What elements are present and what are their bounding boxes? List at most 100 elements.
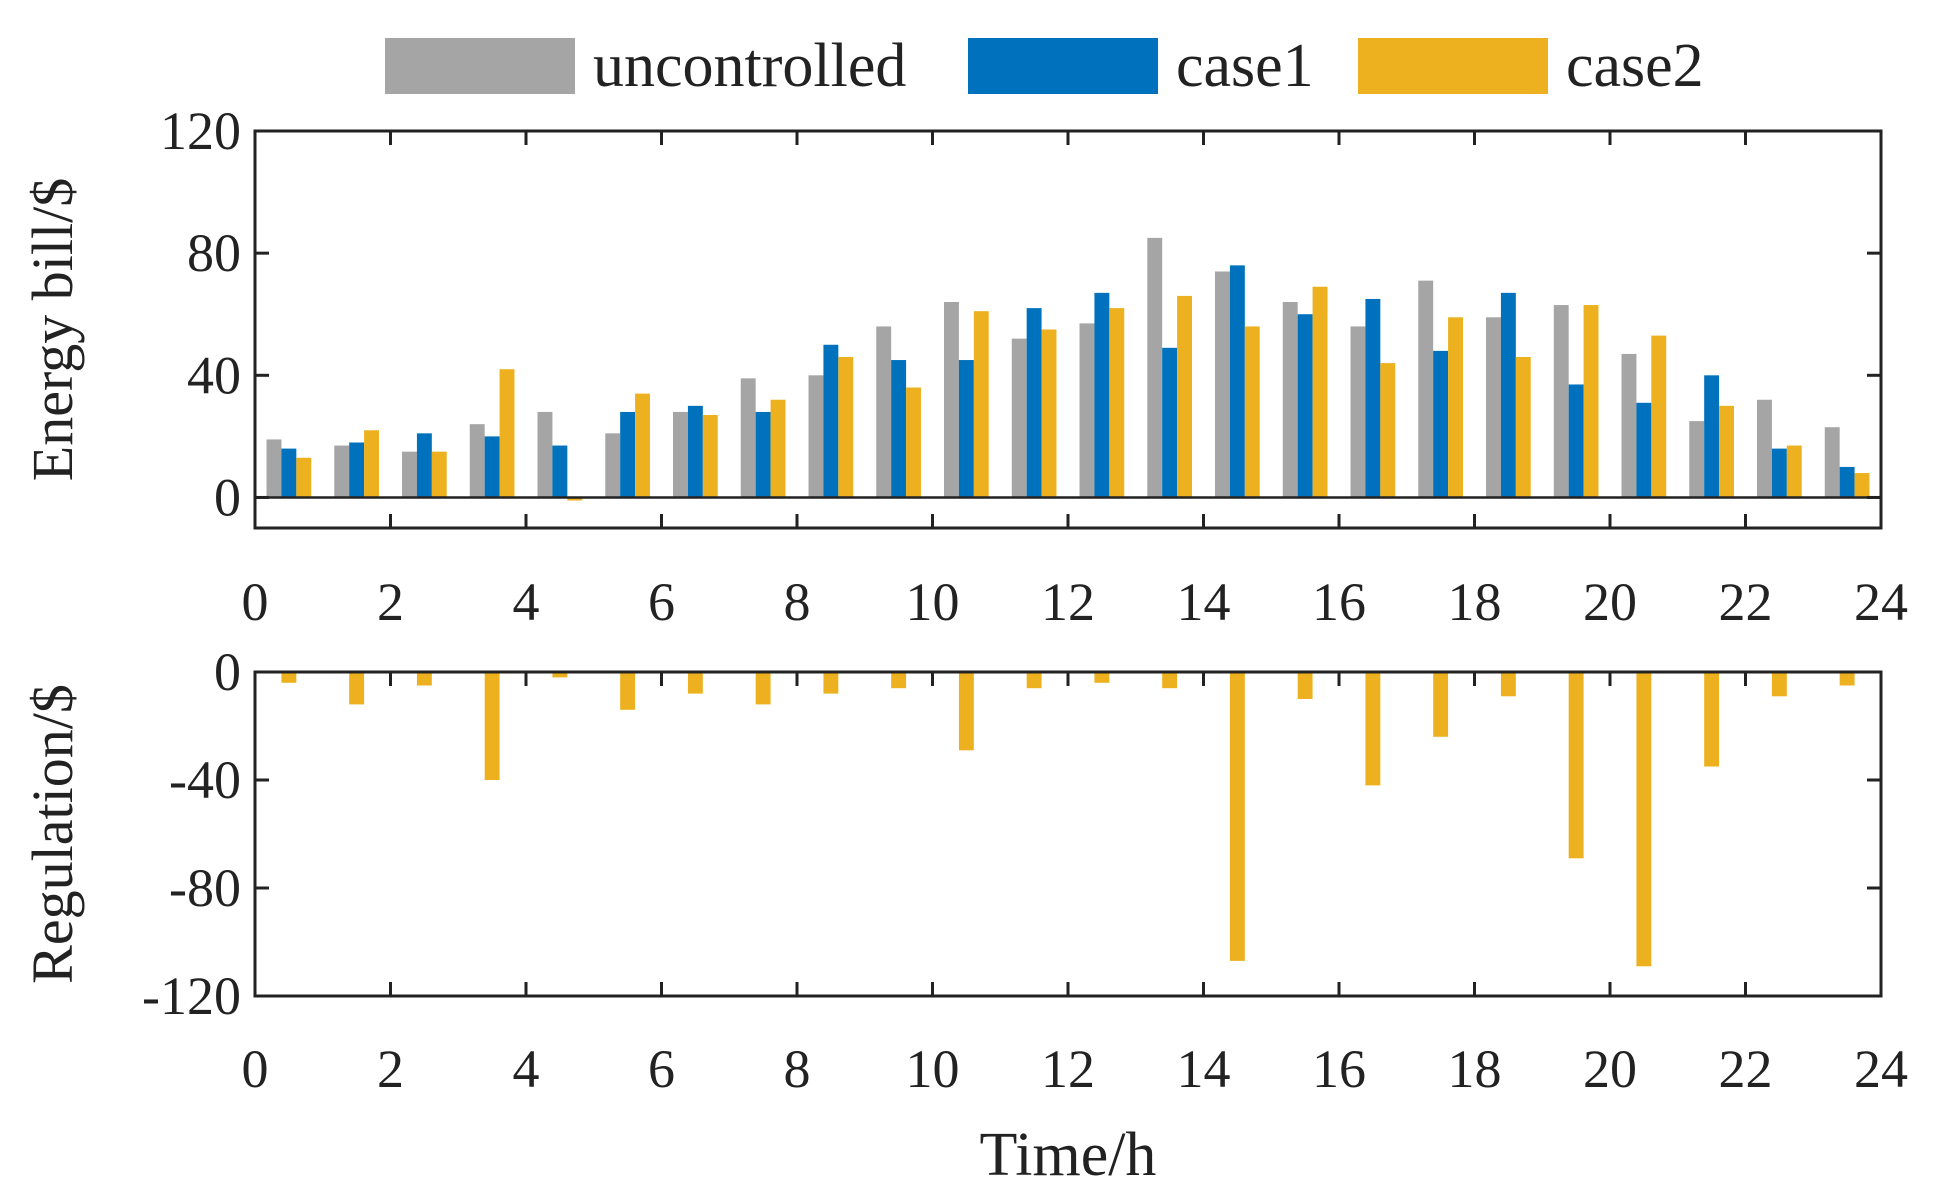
x-tick-label: 14 (1177, 1039, 1231, 1099)
bar (1229, 672, 1245, 961)
bar (1553, 305, 1569, 498)
bar (266, 439, 282, 498)
legend-label: case2 (1566, 32, 1704, 100)
bar (1433, 350, 1449, 498)
bar (1297, 672, 1313, 699)
y-tick-label: 0 (214, 467, 241, 527)
bar (755, 411, 771, 498)
bar (891, 672, 907, 689)
bar (1094, 672, 1110, 683)
bar (823, 344, 839, 498)
bar (1636, 402, 1652, 498)
x-tick-label: 6 (648, 572, 675, 632)
x-tick-label: 18 (1448, 1039, 1502, 1099)
bar (702, 415, 718, 498)
bar (1094, 292, 1110, 498)
x-tick-label: 0 (242, 1039, 269, 1099)
bar (1350, 326, 1366, 498)
bar (838, 356, 854, 498)
y-tick-label: -40 (169, 750, 241, 810)
bar (958, 672, 974, 751)
bar (808, 375, 824, 498)
bar (1500, 292, 1516, 498)
bar (1757, 399, 1772, 498)
bar (687, 405, 703, 498)
x-tick-label: 20 (1583, 1039, 1637, 1099)
bar (416, 433, 432, 498)
x-tick-label: 16 (1312, 1039, 1366, 1099)
bar (620, 672, 636, 710)
legend-label: case1 (1176, 32, 1314, 100)
bar (1147, 237, 1163, 498)
bar (1244, 326, 1260, 498)
bar (687, 672, 703, 694)
bar (823, 672, 839, 694)
bar (1786, 445, 1802, 498)
x-tick-label: 2 (377, 572, 404, 632)
bar (1380, 363, 1396, 498)
x-axis-label: Time/h (980, 1121, 1157, 1187)
bar (1854, 473, 1870, 498)
bar (876, 326, 892, 498)
x-tick-label: 10 (906, 572, 960, 632)
bar (349, 442, 365, 498)
bar (1433, 672, 1449, 737)
bar (334, 445, 350, 498)
y-tick-label: 40 (187, 345, 241, 405)
bar (891, 360, 907, 498)
x-tick-label: 22 (1719, 1039, 1773, 1099)
bar (1704, 672, 1720, 767)
y-axis-label: Energy bill/$ (20, 178, 85, 481)
bar (1719, 405, 1734, 498)
x-tick-label: 20 (1583, 572, 1637, 632)
x-tick-label: 4 (513, 572, 540, 632)
legend-swatch (385, 38, 575, 94)
bar (1026, 308, 1042, 498)
bar (431, 451, 447, 498)
bar (1079, 323, 1095, 498)
x-tick-label: 24 (1854, 572, 1908, 632)
bar (973, 311, 989, 498)
bar (1365, 298, 1381, 498)
y-tick-label: -80 (169, 858, 241, 918)
bar (1839, 672, 1855, 686)
bar (1365, 672, 1381, 786)
bar (1824, 427, 1840, 498)
x-tick-label: 14 (1177, 572, 1231, 632)
x-tick-label: 2 (377, 1039, 404, 1099)
x-tick-label: 12 (1041, 1039, 1095, 1099)
bar (537, 411, 553, 498)
y-tick-label: 80 (187, 223, 241, 283)
bar (1771, 672, 1787, 697)
bar (1651, 335, 1667, 498)
y-tick-label: 120 (160, 101, 241, 161)
bar (1177, 295, 1192, 498)
legend-swatch (968, 38, 1158, 94)
bar (1839, 466, 1855, 498)
bar (1282, 302, 1298, 498)
bar (281, 448, 297, 498)
bar (958, 360, 974, 498)
bar (416, 672, 432, 686)
bar (635, 393, 650, 498)
x-tick-label: 22 (1719, 572, 1773, 632)
x-tick-label: 12 (1041, 572, 1095, 632)
x-tick-label: 0 (242, 572, 269, 632)
bar (605, 433, 621, 498)
bar (1771, 448, 1787, 498)
bar (1215, 271, 1230, 498)
bar (906, 387, 921, 498)
bar (740, 378, 756, 498)
bar (770, 399, 786, 498)
x-tick-label: 8 (784, 572, 811, 632)
bar (484, 436, 500, 498)
bar (1689, 421, 1705, 498)
bar (1026, 672, 1042, 689)
bar (552, 672, 568, 678)
bar (364, 430, 379, 498)
x-tick-label: 8 (784, 1039, 811, 1099)
bar (1583, 305, 1599, 498)
x-tick-label: 6 (648, 1039, 675, 1099)
bar (1621, 353, 1637, 498)
